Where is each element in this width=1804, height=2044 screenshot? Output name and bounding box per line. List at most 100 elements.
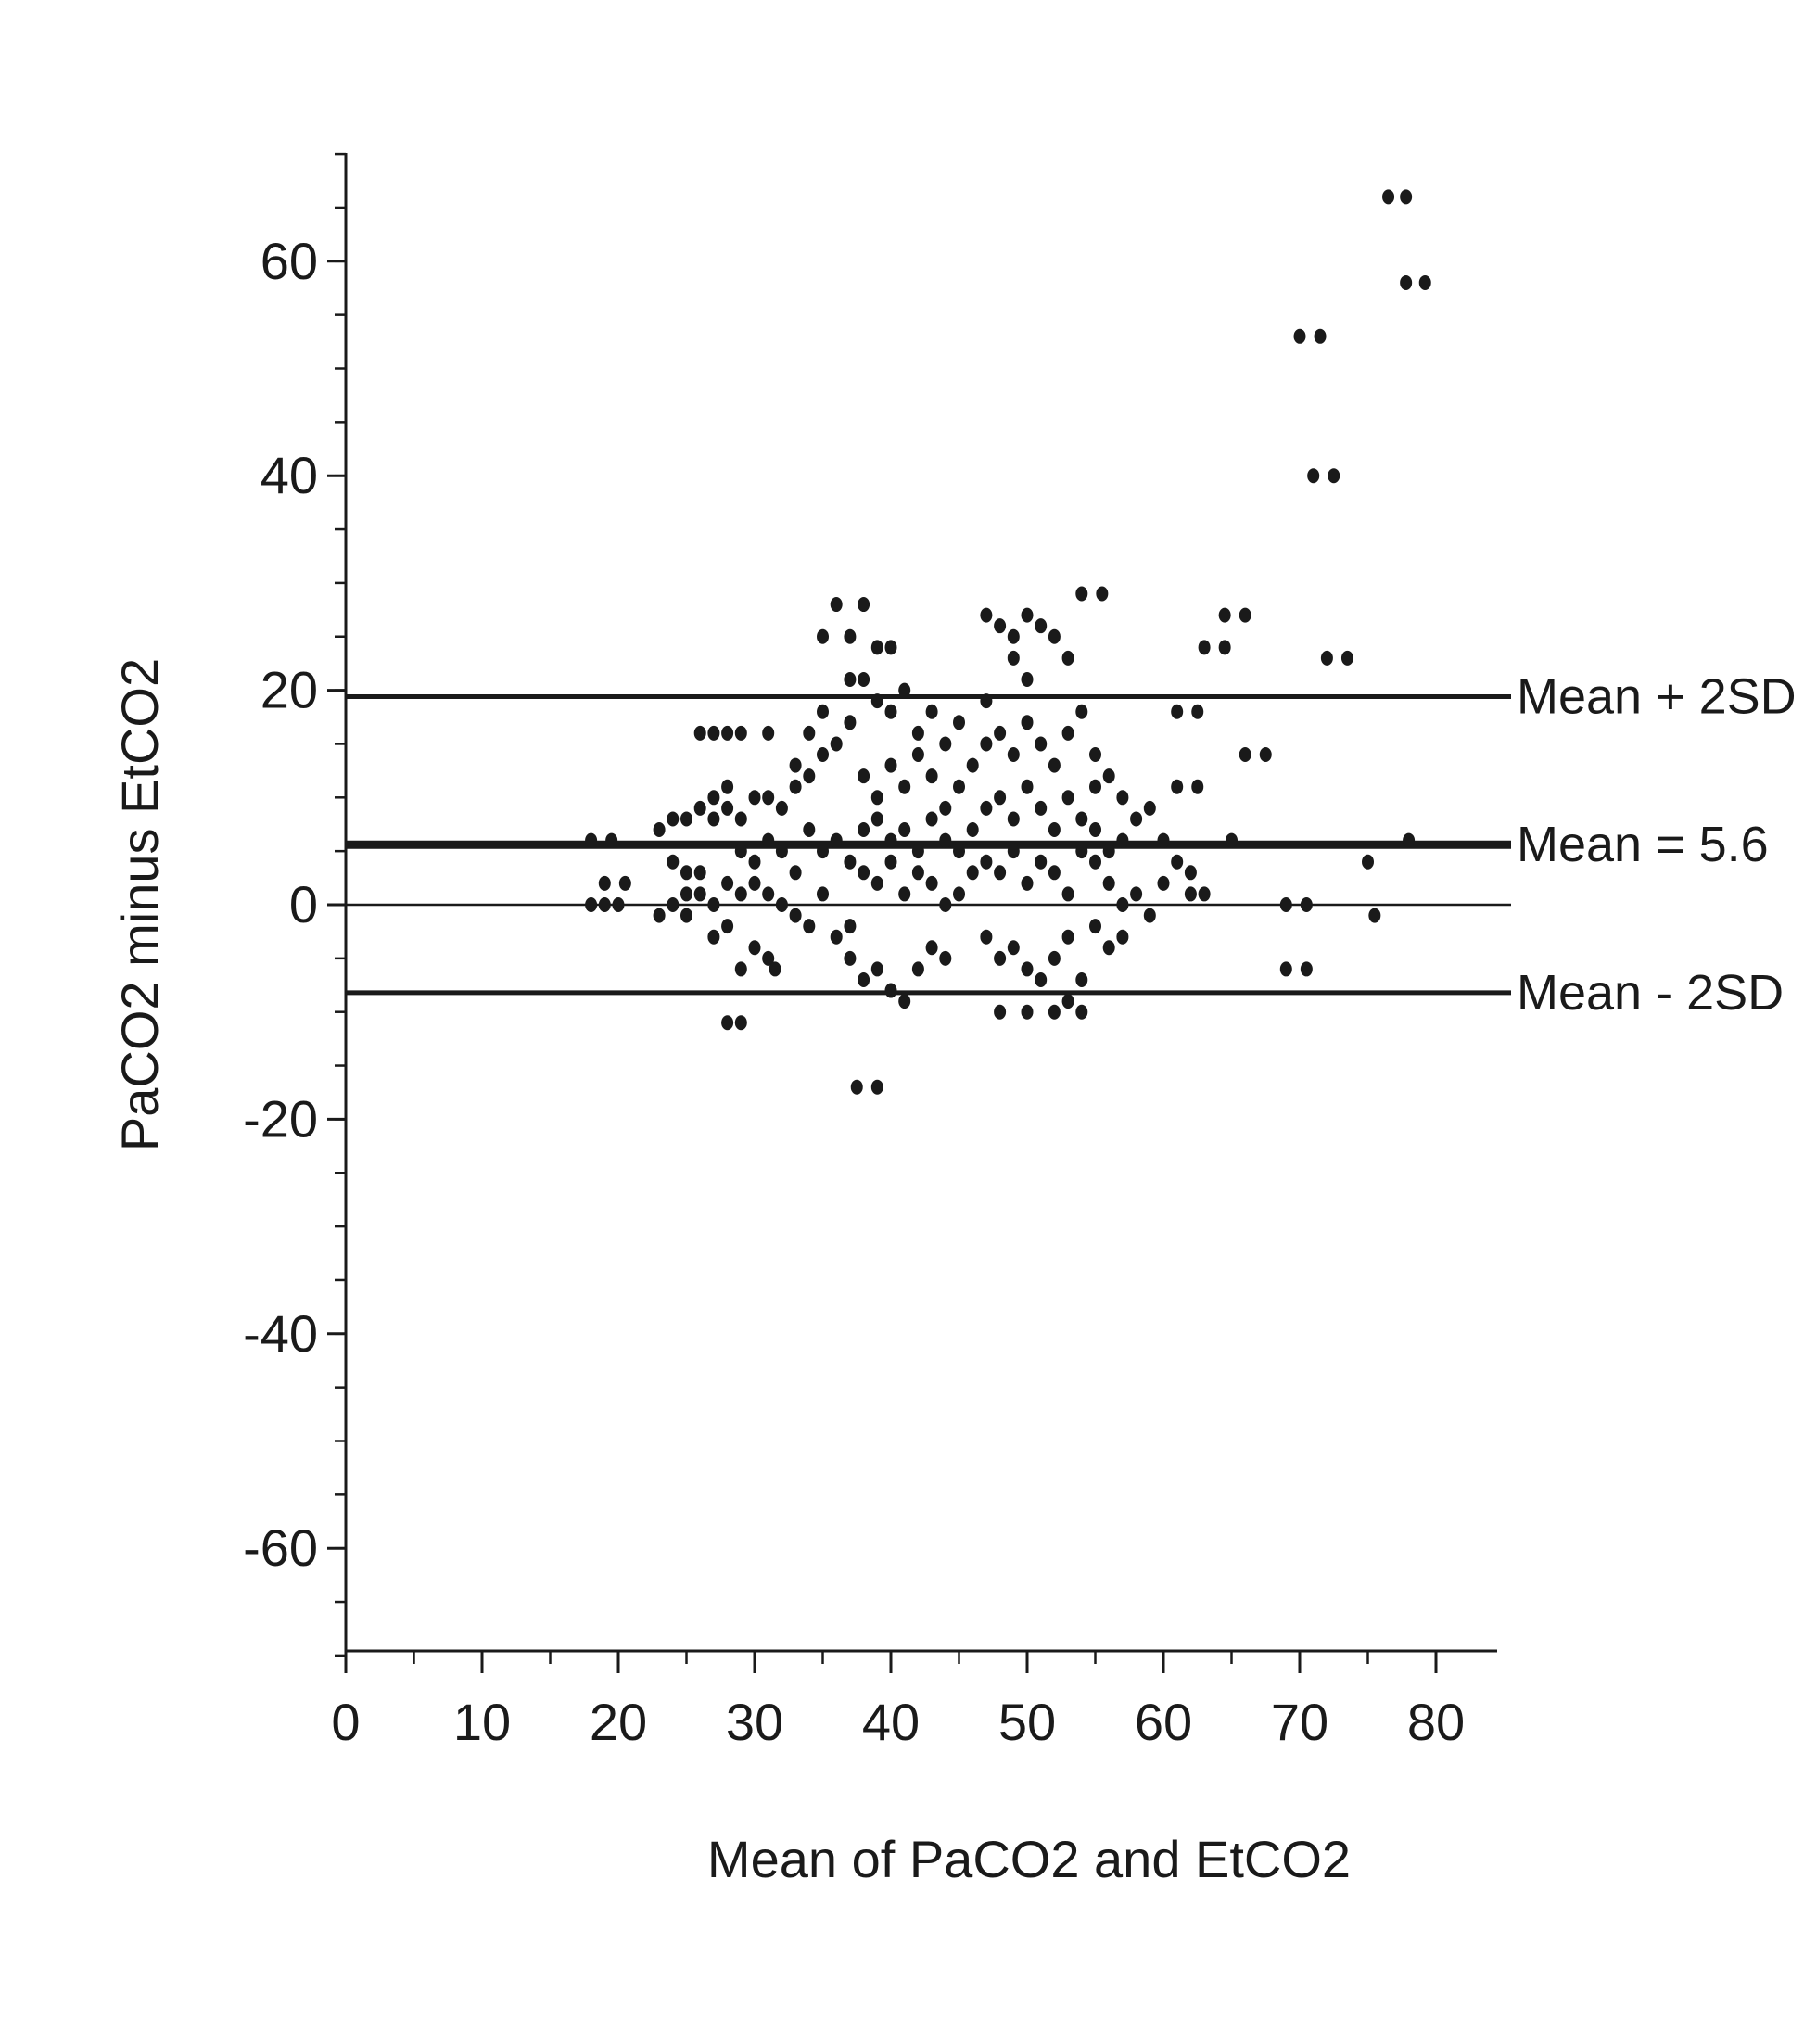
- data-point: [898, 779, 911, 794]
- data-point: [1116, 897, 1129, 912]
- data-point: [939, 736, 952, 752]
- data-point: [1368, 908, 1381, 923]
- data-point: [858, 672, 870, 688]
- data-point: [980, 607, 993, 623]
- data-point: [994, 618, 1007, 634]
- data-point: [1314, 328, 1327, 344]
- data-point: [762, 832, 775, 848]
- data-point: [1089, 822, 1101, 838]
- data-point: [858, 971, 870, 987]
- data-point: [1403, 832, 1416, 848]
- data-point: [1035, 736, 1048, 752]
- data-point: [925, 704, 938, 719]
- data-point: [707, 811, 720, 827]
- data-point: [844, 854, 857, 870]
- y-tick-label: 40: [260, 446, 318, 504]
- data-point: [1061, 650, 1074, 666]
- data-point: [1328, 468, 1340, 484]
- data-point: [1239, 607, 1251, 623]
- data-point: [870, 790, 883, 806]
- data-point: [693, 800, 706, 816]
- data-point: [817, 704, 829, 719]
- data-point: [769, 961, 781, 977]
- reference-line-label: Mean = 5.6: [1517, 817, 1769, 872]
- data-point: [1021, 715, 1034, 730]
- data-point: [653, 908, 666, 923]
- x-tick-label: 80: [1407, 1693, 1465, 1751]
- data-point: [870, 1079, 883, 1095]
- data-point: [1061, 725, 1074, 741]
- data-point: [680, 908, 692, 923]
- data-point: [953, 886, 965, 902]
- data-point: [1102, 875, 1115, 891]
- x-tick-label: 30: [726, 1693, 783, 1751]
- data-point: [898, 886, 911, 902]
- data-point: [911, 961, 924, 977]
- x-tick-label: 50: [998, 1693, 1056, 1751]
- data-point: [925, 811, 938, 827]
- data-point: [803, 768, 816, 784]
- data-point: [803, 822, 816, 838]
- data-point: [789, 779, 802, 794]
- data-point: [789, 908, 802, 923]
- data-point: [653, 822, 666, 838]
- plot-frame: [344, 153, 1497, 1653]
- data-point: [1061, 790, 1074, 806]
- data-point: [911, 725, 924, 741]
- data-point: [966, 757, 979, 773]
- data-point: [734, 844, 747, 859]
- data-point: [1061, 886, 1074, 902]
- data-point: [939, 800, 952, 816]
- data-point: [1116, 929, 1129, 945]
- data-point: [1300, 897, 1313, 912]
- data-point: [721, 725, 734, 741]
- data-point: [1089, 919, 1101, 934]
- data-point: [966, 865, 979, 881]
- data-point: [858, 865, 870, 881]
- data-point: [925, 768, 938, 784]
- data-point: [721, 800, 734, 816]
- data-point: [707, 725, 720, 741]
- data-point: [870, 640, 883, 655]
- data-point: [667, 854, 680, 870]
- y-tick-label: -60: [243, 1518, 318, 1577]
- data-point: [884, 832, 897, 848]
- data-point: [966, 822, 979, 838]
- data-point: [707, 897, 720, 912]
- data-point: [605, 832, 618, 848]
- data-point: [994, 1004, 1007, 1020]
- data-point: [1116, 832, 1129, 848]
- y-axis-ticks: -60 -40 -20 0 20 40 60: [243, 152, 346, 1657]
- data-point: [858, 822, 870, 838]
- data-point: [1048, 628, 1061, 644]
- data-point: [1198, 886, 1211, 902]
- data-point: [1184, 865, 1197, 881]
- data-point: [1035, 971, 1048, 987]
- data-point: [870, 961, 883, 977]
- reference-line-label: Mean + 2SD: [1517, 669, 1797, 725]
- data-point: [734, 886, 747, 902]
- data-point: [1382, 189, 1395, 205]
- data-point: [994, 865, 1007, 881]
- data-point: [939, 897, 952, 912]
- data-point: [1048, 1004, 1061, 1020]
- data-point: [1171, 704, 1184, 719]
- data-point: [1184, 886, 1197, 902]
- data-point: [939, 950, 952, 966]
- data-point: [1048, 865, 1061, 881]
- data-point: [898, 822, 911, 838]
- x-tick-label: 20: [590, 1693, 647, 1751]
- data-point: [1293, 328, 1306, 344]
- data-point: [858, 597, 870, 613]
- data-point: [1143, 908, 1156, 923]
- data-point: [1048, 822, 1061, 838]
- data-point: [707, 929, 720, 945]
- data-point: [762, 886, 775, 902]
- data-point: [1075, 1004, 1088, 1020]
- data-point: [680, 886, 692, 902]
- x-axis-title: Mean of PaCO2 and EtCO2: [707, 1830, 1351, 1888]
- data-point: [693, 865, 706, 881]
- data-point: [1048, 757, 1061, 773]
- data-point: [680, 865, 692, 881]
